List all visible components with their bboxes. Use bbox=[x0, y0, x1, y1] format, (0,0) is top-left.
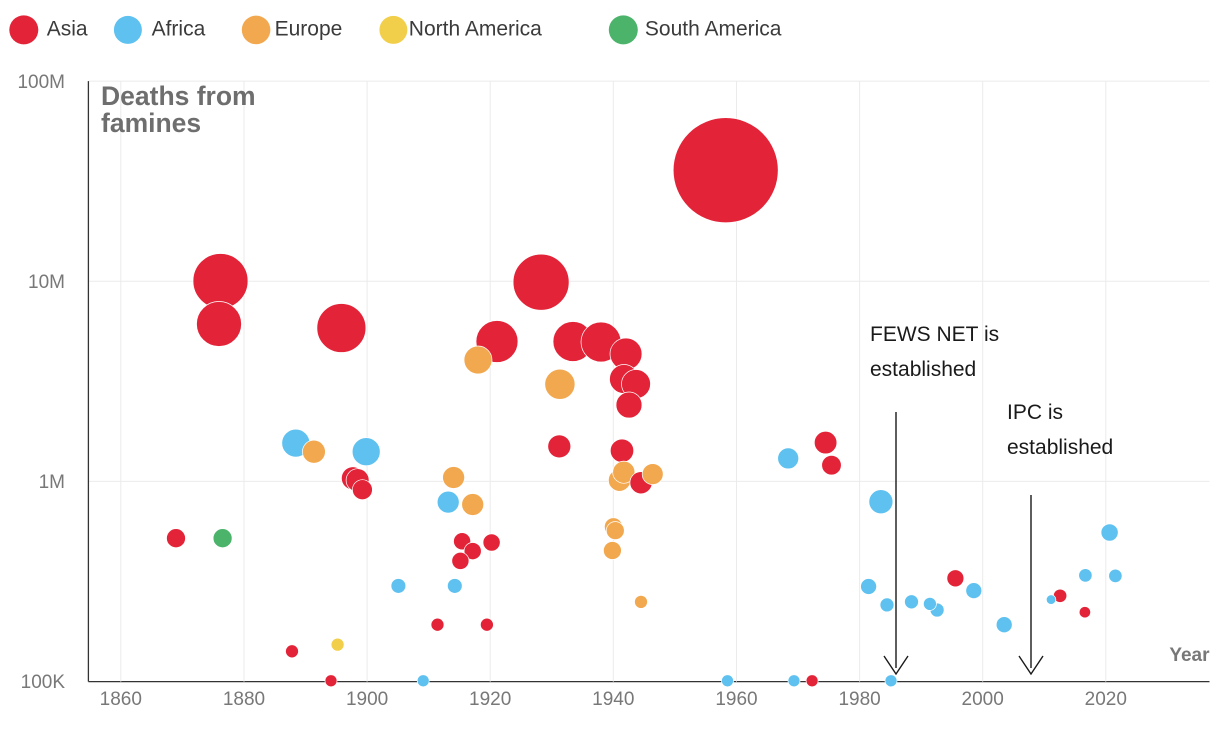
svg-text:1940: 1940 bbox=[592, 689, 634, 710]
svg-text:100K: 100K bbox=[21, 672, 66, 693]
svg-text:Asia: Asia bbox=[47, 18, 88, 41]
svg-text:100M: 100M bbox=[17, 72, 65, 93]
svg-text:10M: 10M bbox=[28, 272, 65, 293]
svg-text:1980: 1980 bbox=[838, 689, 880, 710]
svg-text:Year: Year bbox=[1169, 645, 1210, 666]
svg-text:North America: North America bbox=[409, 18, 542, 41]
svg-text:established: established bbox=[870, 358, 976, 381]
svg-text:Africa: Africa bbox=[152, 18, 206, 41]
svg-text:Deaths from: Deaths from bbox=[101, 81, 256, 111]
svg-text:IPC is: IPC is bbox=[1007, 401, 1063, 424]
svg-text:FEWS NET is: FEWS NET is bbox=[870, 323, 999, 346]
svg-text:1960: 1960 bbox=[715, 689, 757, 710]
svg-text:1920: 1920 bbox=[469, 689, 511, 710]
svg-text:Europe: Europe bbox=[275, 18, 343, 41]
svg-text:1M: 1M bbox=[39, 472, 65, 493]
svg-text:2000: 2000 bbox=[962, 689, 1004, 710]
svg-text:2020: 2020 bbox=[1085, 689, 1127, 710]
svg-text:famines: famines bbox=[101, 108, 201, 138]
svg-text:1880: 1880 bbox=[223, 689, 265, 710]
svg-text:1900: 1900 bbox=[346, 689, 388, 710]
svg-text:South America: South America bbox=[645, 18, 782, 41]
svg-text:established: established bbox=[1007, 436, 1113, 459]
svg-text:1860: 1860 bbox=[100, 689, 142, 710]
